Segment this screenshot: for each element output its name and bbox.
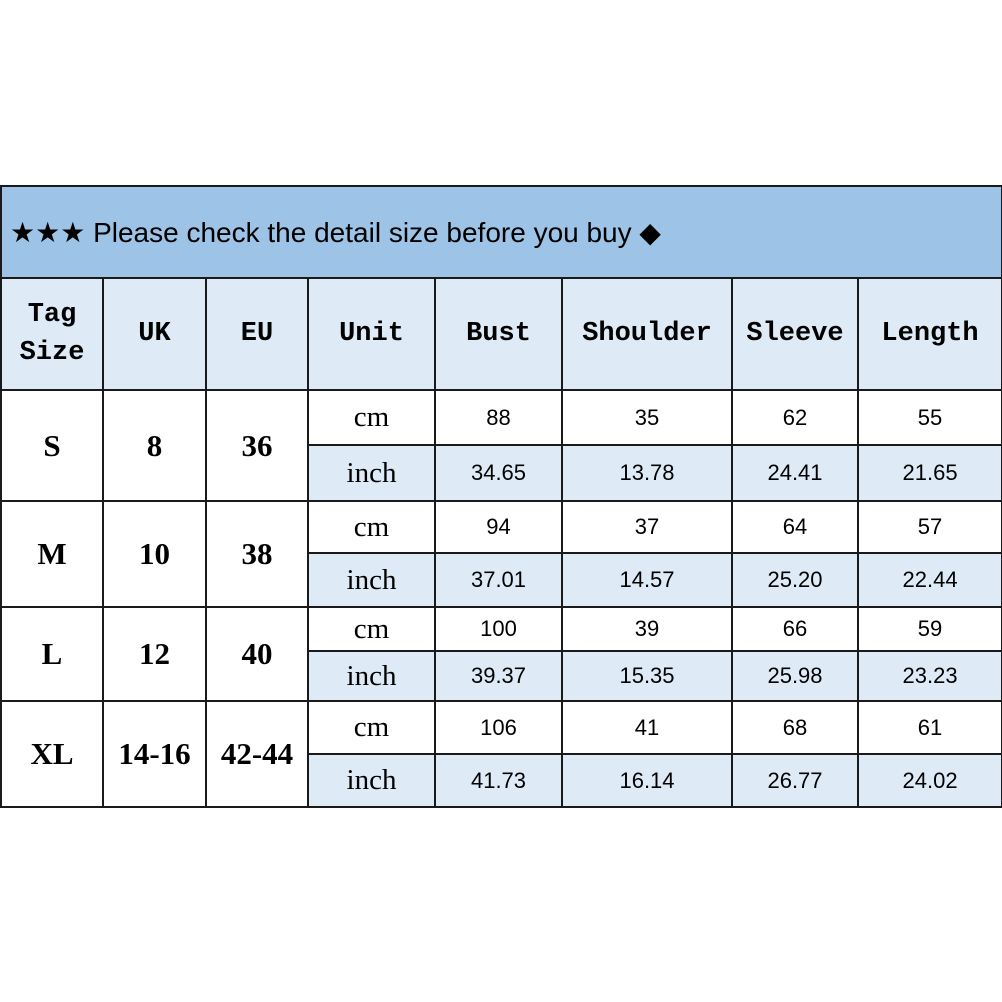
- header-unit: Unit: [307, 277, 436, 391]
- header-length: Length: [856, 277, 1002, 391]
- cell-sleeve: 24.41: [731, 444, 859, 502]
- cell-bust: 88: [434, 389, 563, 446]
- cell-shoulder: 15.35: [561, 650, 733, 702]
- cell-length: 22.44: [856, 552, 1002, 608]
- cell-shoulder: 14.57: [561, 552, 733, 608]
- cell-sleeve: 26.77: [731, 753, 859, 808]
- cell-tag: M: [0, 500, 104, 608]
- cell-uk: 10: [102, 500, 207, 608]
- size-chart-table: ★★★ Please check the detail size before …: [0, 185, 1002, 808]
- cell-sleeve: 68: [731, 700, 859, 755]
- cell-bust: 37.01: [434, 552, 563, 608]
- cell-eu: 40: [205, 606, 309, 702]
- cell-sleeve: 25.98: [731, 650, 859, 702]
- cell-shoulder: 35: [561, 389, 733, 446]
- header-uk: UK: [102, 277, 207, 391]
- table-row-s-cm: S 8 36 cm 88 35 62 55: [0, 389, 1002, 502]
- cell-tag: L: [0, 606, 104, 702]
- size-notice-banner: ★★★ Please check the detail size before …: [0, 185, 1002, 279]
- cell-length: 59: [856, 606, 1002, 652]
- cell-bust: 100: [434, 606, 563, 652]
- cell-length: 55: [856, 389, 1002, 446]
- cell-uk: 14-16: [102, 700, 207, 808]
- cell-bust: 41.73: [434, 753, 563, 808]
- cell-unit: cm: [307, 389, 436, 446]
- cell-unit: cm: [307, 606, 436, 652]
- cell-tag: S: [0, 389, 104, 502]
- table-row-s-inch: inch 34.65 13.78 24.41 21.65: [1, 444, 1002, 502]
- cell-shoulder: 39: [561, 606, 733, 652]
- header-shoulder: Shoulder: [561, 277, 733, 391]
- cell-sleeve: 66: [731, 606, 859, 652]
- cell-bust: 94: [434, 500, 563, 554]
- cell-unit: inch: [307, 552, 436, 608]
- cell-bust: 106: [434, 700, 563, 755]
- cell-length: 24.02: [856, 753, 1002, 808]
- header-bust: Bust: [434, 277, 563, 391]
- table-row-xl-inch: inch 41.73 16.14 26.77 24.02: [1, 753, 1002, 808]
- table-row-xl-cm: XL 14-16 42-44 cm 106 41 68 61: [0, 700, 1002, 808]
- cell-eu: 38: [205, 500, 309, 608]
- table-row-m-cm: M 10 38 cm 94 37 64 57: [0, 500, 1002, 608]
- cell-length: 21.65: [856, 444, 1002, 502]
- cell-unit: cm: [307, 700, 436, 755]
- cell-shoulder: 41: [561, 700, 733, 755]
- table-row-l-cm: L 12 40 cm 100 39 66 59: [0, 606, 1002, 702]
- cell-shoulder: 13.78: [561, 444, 733, 502]
- table-row-m-inch: inch 37.01 14.57 25.20 22.44: [1, 552, 1002, 608]
- cell-sleeve: 64: [731, 500, 859, 554]
- cell-length: 23.23: [856, 650, 1002, 702]
- cell-uk: 12: [102, 606, 207, 702]
- cell-sleeve: 25.20: [731, 552, 859, 608]
- cell-length: 61: [856, 700, 1002, 755]
- cell-bust: 34.65: [434, 444, 563, 502]
- cell-uk: 8: [102, 389, 207, 502]
- cell-unit: cm: [307, 500, 436, 554]
- cell-eu: 36: [205, 389, 309, 502]
- cell-shoulder: 37: [561, 500, 733, 554]
- cell-bust: 39.37: [434, 650, 563, 702]
- cell-unit: inch: [307, 753, 436, 808]
- header-eu: EU: [205, 277, 309, 391]
- cell-length: 57: [856, 500, 1002, 554]
- table-row-l-inch: inch 39.37 15.35 25.98 23.23: [1, 650, 1002, 702]
- header-tag-size: Tag Size: [0, 277, 104, 391]
- cell-shoulder: 16.14: [561, 753, 733, 808]
- cell-tag: XL: [0, 700, 104, 808]
- cell-sleeve: 62: [731, 389, 859, 446]
- header-row: Tag Size UK EU Unit Bust Shoulder Sleeve Length: [0, 277, 1002, 391]
- header-sleeve: Sleeve: [731, 277, 859, 391]
- cell-eu: 42-44: [205, 700, 309, 808]
- cell-unit: inch: [307, 444, 436, 502]
- cell-unit: inch: [307, 650, 436, 702]
